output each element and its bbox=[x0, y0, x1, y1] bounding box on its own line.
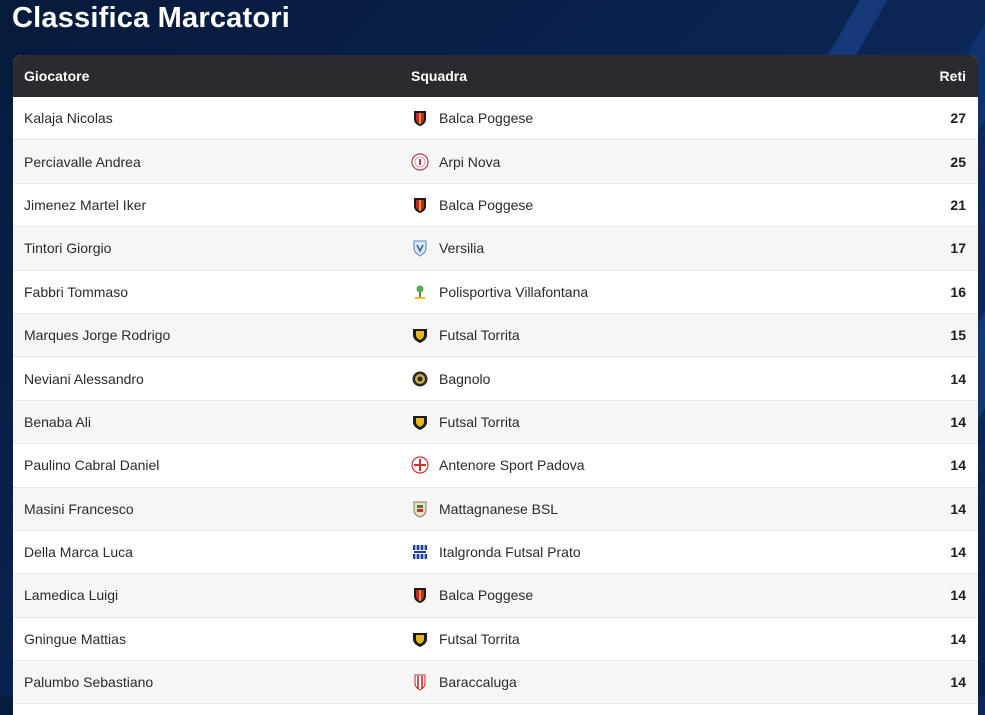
team-cell[interactable]: Balca Poggese bbox=[411, 196, 533, 214]
player-name[interactable]: Lamedica Luigi bbox=[24, 587, 119, 604]
player-name[interactable]: Tintori Giorgio bbox=[24, 240, 112, 257]
villafontana-crest-icon bbox=[411, 283, 429, 301]
team-cell[interactable]: Arpi Nova bbox=[411, 152, 501, 171]
team-cell[interactable]: Antenore Sport Padova bbox=[411, 456, 585, 474]
team-cell[interactable]: Bagnolo bbox=[411, 370, 490, 388]
table-row[interactable]: Tintori Giorgio Versilia 17 bbox=[13, 227, 978, 271]
header-goals[interactable]: Reti bbox=[939, 68, 966, 84]
team-name: Futsal Torrita bbox=[439, 630, 520, 647]
team-name: Italgronda Futsal Prato bbox=[439, 544, 581, 561]
player-name[interactable]: Jimenez Martel Iker bbox=[24, 196, 147, 213]
table-row[interactable]: Jimenez Martel Iker Balca Poggese 21 bbox=[13, 184, 978, 228]
team-name: Antenore Sport Padova bbox=[439, 457, 585, 474]
balca-poggese-crest-icon bbox=[411, 196, 429, 214]
team-name: Balca Poggese bbox=[439, 587, 534, 604]
team-name: Mattagnanese BSL bbox=[439, 500, 559, 517]
goals-count: 16 bbox=[950, 283, 966, 300]
mattagnanese-crest-icon bbox=[411, 500, 429, 518]
team-name: Versilia bbox=[439, 240, 485, 257]
goals-count: 14 bbox=[950, 413, 966, 430]
table-row[interactable]: Masini Francesco Mattagnanese BSL 14 bbox=[13, 487, 978, 531]
player-name[interactable]: Kalaja Nicolas bbox=[24, 110, 113, 127]
header-player[interactable]: Giocatore bbox=[24, 68, 90, 84]
italgronda-crest-icon bbox=[411, 543, 429, 561]
goals-count: 14 bbox=[950, 674, 966, 691]
table-row[interactable]: Lamedica Luigi Balca Poggese 14 bbox=[13, 574, 978, 618]
team-cell[interactable]: Mattagnanese BSL bbox=[411, 500, 558, 518]
scorers-table: Giocatore Squadra Reti Kalaja Nicolas Bal… bbox=[13, 55, 978, 715]
futsal-torrita-crest-icon bbox=[411, 630, 429, 648]
futsal-torrita-crest-icon bbox=[411, 326, 429, 344]
table-header: Giocatore Squadra Reti bbox=[13, 55, 978, 97]
team-cell[interactable]: Balca Poggese bbox=[411, 109, 533, 127]
goals-count: 21 bbox=[950, 196, 966, 213]
team-name: Baraccaluga bbox=[439, 674, 517, 691]
table-body: Kalaja Nicolas Balca Poggese 27 Perciavalle… bbox=[13, 97, 978, 705]
team-cell[interactable]: Polisportiva Villafontana bbox=[411, 283, 588, 301]
antenore-crest-icon bbox=[411, 456, 429, 474]
goals-count: 17 bbox=[950, 240, 966, 257]
futsal-torrita-crest-icon bbox=[411, 413, 429, 431]
team-name: Futsal Torrita bbox=[439, 327, 520, 344]
player-name[interactable]: Masini Francesco bbox=[24, 500, 134, 517]
team-name: Bagnolo bbox=[439, 370, 491, 387]
team-cell[interactable]: Baraccaluga bbox=[411, 673, 517, 691]
versilia-crest-icon bbox=[411, 239, 429, 257]
goals-count: 27 bbox=[950, 110, 966, 127]
table-row[interactable]: Perciavalle Andrea Arpi Nova 25 bbox=[13, 140, 978, 184]
player-name[interactable]: Benaba Ali bbox=[24, 413, 91, 430]
team-name: Arpi Nova bbox=[439, 153, 501, 170]
table-row[interactable]: Fabbri Tommaso Polisportiva Villafontana 1… bbox=[13, 271, 978, 314]
page-title: Classifica Marcatori bbox=[12, 2, 291, 34]
goals-count: 14 bbox=[950, 370, 966, 387]
player-name[interactable]: Marques Jorge Rodrigo bbox=[24, 327, 171, 344]
bagnolo-crest-icon bbox=[411, 370, 429, 388]
table-row[interactable]: Gningue Mattias Futsal Torrita 14 bbox=[13, 618, 978, 662]
table-row[interactable]: Paulino Cabral Daniel Antenore Sport Pado… bbox=[13, 444, 978, 488]
team-cell[interactable]: Balca Poggese bbox=[411, 586, 533, 604]
table-row[interactable]: Kalaja Nicolas Balca Poggese 27 bbox=[13, 97, 978, 141]
team-name: Balca Poggese bbox=[439, 196, 534, 213]
team-cell[interactable]: Futsal Torrita bbox=[411, 326, 520, 344]
table-row[interactable]: Benaba Ali Futsal Torrita 14 bbox=[13, 400, 978, 445]
team-cell[interactable]: Versilia bbox=[411, 239, 484, 257]
table-row[interactable]: Marques Jorge Rodrigo Futsal Torrita 15 bbox=[13, 313, 978, 358]
goals-count: 14 bbox=[950, 630, 966, 647]
balca-poggese-crest-icon bbox=[411, 586, 429, 604]
baraccaluga-crest-icon bbox=[411, 673, 429, 691]
team-name: Balca Poggese bbox=[439, 110, 534, 127]
team-cell[interactable]: Italgronda Futsal Prato bbox=[411, 543, 581, 561]
player-name[interactable]: Perciavalle Andrea bbox=[24, 153, 141, 170]
goals-count: 14 bbox=[950, 587, 966, 604]
team-name: Polisportiva Villafontana bbox=[439, 283, 589, 300]
player-name[interactable]: Fabbri Tommaso bbox=[24, 283, 129, 300]
team-cell[interactable]: Futsal Torrita bbox=[411, 630, 520, 648]
player-name[interactable]: Neviani Alessandro bbox=[24, 370, 144, 387]
table-row[interactable]: Neviani Alessandro Bagnolo 14 bbox=[13, 357, 978, 401]
team-cell[interactable]: Futsal Torrita bbox=[411, 413, 520, 431]
goals-count: 25 bbox=[950, 153, 966, 170]
goals-count: 14 bbox=[950, 500, 966, 517]
table-row[interactable]: Della Marca Luca Italgronda Futsal Prato 1… bbox=[13, 531, 978, 575]
arpi-nova-crest-icon bbox=[411, 152, 429, 171]
header-team[interactable]: Squadra bbox=[411, 68, 468, 84]
player-name[interactable]: Paulino Cabral Daniel bbox=[24, 457, 160, 474]
goals-count: 15 bbox=[950, 327, 966, 344]
table-row[interactable]: Palumbo Sebastiano Baraccaluga 14 bbox=[13, 661, 978, 705]
player-name[interactable]: Della Marca Luca bbox=[24, 544, 133, 561]
team-name: Futsal Torrita bbox=[439, 413, 520, 430]
player-name[interactable]: Palumbo Sebastiano bbox=[24, 674, 154, 691]
goals-count: 14 bbox=[950, 457, 966, 474]
balca-poggese-crest-icon bbox=[411, 109, 429, 127]
goals-count: 14 bbox=[950, 544, 966, 561]
player-name[interactable]: Gningue Mattias bbox=[24, 630, 126, 647]
